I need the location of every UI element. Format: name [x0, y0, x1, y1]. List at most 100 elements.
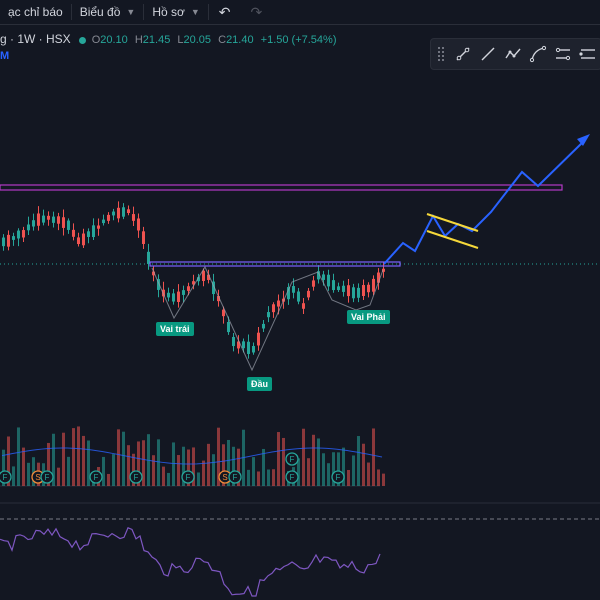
event-marker-text: S — [35, 473, 40, 482]
candle — [187, 286, 190, 291]
candle — [52, 216, 55, 223]
volume-bar — [197, 472, 200, 486]
volume-bar — [352, 455, 355, 486]
projection-arrow — [577, 134, 590, 146]
low-key: L — [177, 34, 184, 46]
indicators-button[interactable]: ạc chỉ báo — [0, 0, 71, 24]
head-label: Đầu — [247, 377, 273, 391]
volume-bar — [107, 473, 110, 486]
candle — [262, 323, 265, 329]
volume-bar — [262, 448, 265, 486]
volume-bar — [2, 449, 5, 486]
profile-button[interactable]: Hồ sơ ▼ — [144, 0, 207, 24]
path-icon[interactable] — [501, 41, 526, 67]
volume-bar — [272, 469, 275, 486]
drawing-toolbar — [430, 38, 600, 70]
line-icon[interactable] — [476, 41, 501, 67]
candle — [297, 291, 300, 302]
candle — [17, 230, 20, 239]
indicators-label: ạc chỉ báo — [8, 5, 63, 19]
event-marker: F — [129, 470, 143, 484]
high-value: 21.45 — [142, 34, 171, 46]
chart-type-button[interactable]: Biểu đồ ▼ — [72, 0, 144, 24]
volume-bar — [327, 463, 330, 486]
candle — [172, 293, 175, 302]
event-marker: F — [89, 470, 103, 484]
ruler-icon[interactable] — [576, 41, 600, 67]
event-marker-circle — [181, 470, 195, 484]
toolbar-divider — [143, 4, 145, 20]
volume-bar — [27, 462, 30, 486]
flag-upper — [426, 213, 479, 232]
candle — [227, 322, 230, 333]
candle — [337, 286, 340, 291]
volume-bar — [137, 441, 140, 486]
candle — [107, 214, 110, 221]
event-marker-circle — [89, 470, 103, 484]
neckline-zone — [149, 261, 401, 267]
volume-bar — [17, 427, 20, 486]
candle — [302, 303, 305, 309]
volume-bar — [167, 472, 170, 486]
candle — [177, 291, 180, 302]
market-status-icon — [78, 36, 86, 44]
volume-bar — [82, 435, 85, 486]
top-toolbar: ạc chỉ báo Biểu đồ ▼ Hồ sơ ▼ ↶ ↷ — [0, 0, 600, 25]
candle — [242, 341, 245, 349]
candle — [67, 220, 70, 230]
trend-line-icon[interactable] — [451, 41, 476, 67]
redo-icon[interactable]: ↷ — [250, 3, 263, 20]
volume-bar — [277, 432, 280, 486]
volume-bar — [282, 437, 285, 486]
low-value: 20.05 — [183, 34, 212, 46]
resistance-zone — [0, 184, 563, 191]
volume-bar — [337, 452, 340, 486]
candle — [217, 296, 220, 302]
candle — [202, 270, 205, 281]
candle — [77, 237, 80, 245]
candle — [132, 214, 135, 221]
event-marker-text: F — [186, 473, 191, 482]
high-key: H — [134, 34, 143, 46]
candle — [272, 304, 275, 313]
event-marker-text: F — [336, 473, 341, 482]
candle — [257, 332, 260, 346]
open-value: 20.10 — [100, 34, 128, 46]
volume-bar — [172, 442, 175, 486]
event-marker-text: F — [290, 455, 295, 464]
candle — [377, 272, 380, 283]
symbol-name[interactable]: g · 1W · HSX — [0, 32, 71, 46]
candle — [147, 251, 150, 264]
volume-bar — [62, 432, 65, 486]
symbol-legend: g · 1W · HSX O20.10 H21.45 L20.05 C21.40 … — [0, 32, 341, 46]
event-marker-circle — [331, 470, 345, 484]
volume-bar — [212, 454, 215, 486]
ranges-icon[interactable] — [551, 41, 576, 67]
volume-bar — [372, 428, 375, 486]
candle — [247, 341, 250, 354]
event-marker: F — [40, 470, 54, 484]
candle — [342, 285, 345, 292]
event-marker-circle — [129, 470, 143, 484]
candle — [237, 341, 240, 349]
volume-bar — [237, 448, 240, 486]
candle — [292, 286, 295, 293]
candle — [137, 218, 140, 231]
volume-bar — [57, 467, 60, 486]
volume-bar — [367, 462, 370, 486]
volume-bar — [117, 429, 120, 486]
event-marker-text: F — [45, 473, 50, 482]
volume-bar — [162, 466, 165, 486]
event-markers: F S F F F F S FFF F — [0, 452, 345, 484]
candle — [157, 279, 160, 290]
candle — [182, 290, 185, 295]
candle — [232, 336, 235, 347]
undo-icon[interactable]: ↶ — [218, 3, 231, 20]
event-marker: F — [285, 470, 299, 484]
curve-icon[interactable] — [526, 41, 551, 67]
drag-handle-icon[interactable] — [437, 46, 445, 62]
volume-bar — [312, 434, 315, 486]
candle — [312, 280, 315, 287]
event-marker: F — [0, 470, 12, 484]
